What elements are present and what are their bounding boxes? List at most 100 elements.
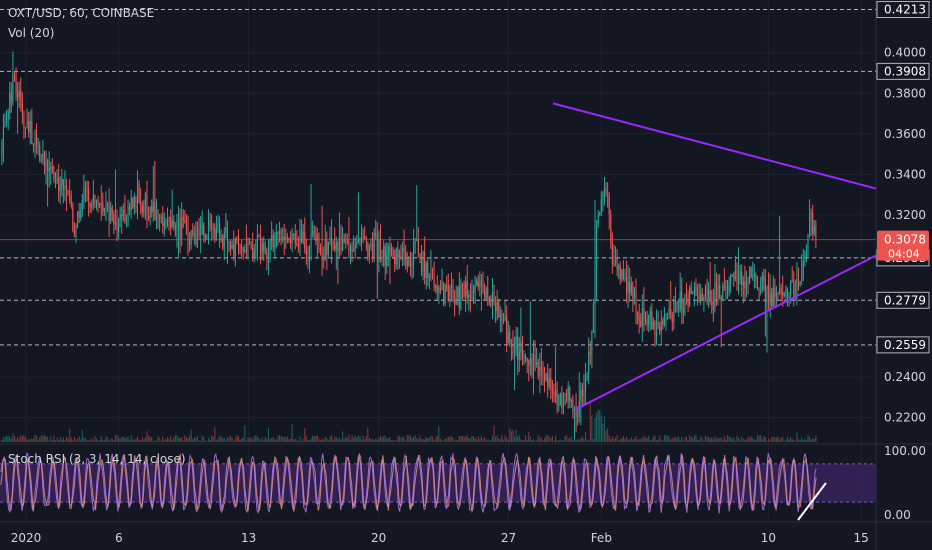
candle-body	[567, 387, 569, 400]
volume-bar	[673, 437, 675, 442]
candle-body	[315, 236, 317, 242]
candle-body	[1, 148, 3, 155]
volume-bar	[124, 437, 126, 442]
candle-body	[695, 286, 697, 296]
volume-bar	[102, 439, 104, 442]
candle-body	[534, 355, 536, 365]
candle-body	[521, 341, 523, 360]
candle-body	[59, 185, 61, 192]
volume-bar	[643, 435, 645, 442]
candle-body	[580, 390, 582, 402]
volume-bar	[783, 440, 785, 442]
candle-body	[532, 355, 535, 376]
candle-body	[520, 341, 522, 353]
candle-body	[643, 308, 645, 320]
lower-trendline[interactable]	[574, 254, 877, 411]
candle-body	[253, 251, 255, 258]
volume-bar	[597, 409, 599, 442]
candle-body	[367, 241, 369, 257]
volume-bar	[406, 435, 408, 442]
candle-body	[501, 314, 503, 321]
candle-body	[152, 201, 154, 213]
volume-bar	[289, 438, 292, 442]
candle-body	[693, 286, 695, 294]
volume-bar	[602, 423, 604, 442]
candle-body	[454, 301, 456, 305]
candle-body	[422, 251, 424, 271]
volume-bar	[10, 438, 12, 442]
volume-bar	[521, 439, 523, 442]
candle-body	[446, 284, 448, 286]
candle-body	[708, 290, 710, 299]
volume-bar	[430, 435, 432, 442]
candle-body	[209, 220, 211, 227]
volume-bar	[84, 438, 87, 442]
volume-bar	[441, 440, 443, 442]
candle-body	[94, 194, 96, 203]
volume-bar	[365, 436, 367, 442]
candle-body	[288, 237, 290, 241]
level-price-label: 0.2559	[884, 338, 926, 352]
candle-body	[31, 121, 33, 145]
candle-body	[189, 242, 191, 245]
stoch-rsi-label[interactable]: Stoch RSI (3, 3, 14, 14, close)	[8, 452, 186, 466]
candle-body	[419, 253, 421, 258]
rsi-drawn-line[interactable]	[797, 482, 827, 521]
candle-body	[491, 292, 494, 306]
volume-bar	[170, 436, 172, 442]
candle-body	[433, 279, 435, 288]
candle-body	[479, 283, 481, 287]
candle-body	[155, 210, 158, 221]
candle-body	[296, 243, 298, 245]
volume-indicator-label[interactable]: Vol (20)	[8, 26, 55, 40]
candle-body	[106, 203, 109, 206]
candle-body	[543, 373, 546, 381]
candle-body	[329, 237, 331, 242]
candle-body	[157, 210, 159, 220]
candle-body	[780, 287, 782, 293]
candle-body	[92, 194, 94, 205]
volume-bar	[146, 431, 148, 442]
candle-body	[466, 281, 468, 298]
trendlines[interactable]	[552, 102, 877, 411]
volume-bar	[531, 440, 533, 442]
volume-bar	[433, 440, 435, 442]
candle-body	[88, 188, 90, 203]
candle-body	[108, 205, 110, 221]
candle-body	[592, 303, 594, 333]
candlesticks	[1, 51, 817, 441]
volume-bar	[173, 437, 175, 442]
candle-body	[799, 281, 801, 285]
volume-bar	[266, 438, 268, 442]
candle-body	[749, 267, 751, 282]
candle-body	[512, 345, 514, 354]
volume-bar	[89, 439, 91, 442]
candle-body	[684, 297, 686, 313]
candle-body	[356, 241, 358, 246]
volume-bar	[435, 437, 437, 442]
volume-bar	[655, 440, 658, 442]
volume-bar	[712, 439, 714, 442]
volume-bar	[204, 440, 206, 442]
candle-body	[171, 220, 173, 227]
symbol-title[interactable]: OXT/USD, 60, COINBASE	[8, 6, 155, 20]
upper-trendline[interactable]	[552, 102, 877, 190]
volume-bar	[162, 436, 164, 442]
volume-bar	[342, 431, 344, 442]
candle-body	[779, 287, 781, 295]
candle-body	[403, 247, 405, 253]
volume-bar	[189, 435, 191, 442]
candle-body	[484, 290, 486, 300]
candle-body	[545, 373, 547, 381]
candle-body	[472, 290, 475, 293]
candle-body	[4, 121, 6, 127]
candle-body	[537, 362, 539, 377]
volume-bar	[796, 432, 798, 442]
volume-bar	[54, 440, 57, 442]
volume-bar	[286, 436, 288, 442]
volume-bar	[723, 436, 725, 442]
candle-body	[476, 280, 478, 287]
candle-body	[308, 247, 311, 254]
volume-bar	[187, 438, 189, 442]
